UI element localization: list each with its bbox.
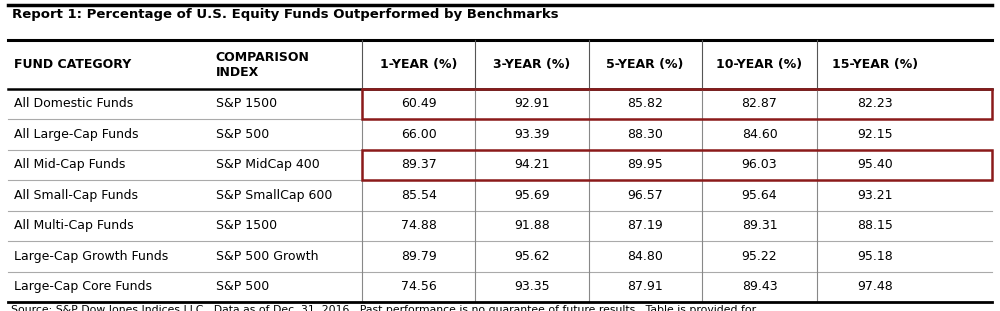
Text: 89.43: 89.43 xyxy=(742,280,777,293)
Text: 84.80: 84.80 xyxy=(627,250,663,263)
Text: 95.64: 95.64 xyxy=(742,189,777,202)
Text: 94.21: 94.21 xyxy=(514,158,550,171)
Text: 74.56: 74.56 xyxy=(401,280,437,293)
Text: 93.35: 93.35 xyxy=(514,280,550,293)
Text: 95.18: 95.18 xyxy=(857,250,893,263)
Text: Large-Cap Core Funds: Large-Cap Core Funds xyxy=(14,280,152,293)
Text: 93.39: 93.39 xyxy=(514,128,550,141)
Text: 93.21: 93.21 xyxy=(857,189,893,202)
Text: All Mid-Cap Funds: All Mid-Cap Funds xyxy=(14,158,125,171)
Text: 87.91: 87.91 xyxy=(627,280,663,293)
Text: All Large-Cap Funds: All Large-Cap Funds xyxy=(14,128,138,141)
Text: 66.00: 66.00 xyxy=(401,128,437,141)
Text: 85.54: 85.54 xyxy=(401,189,437,202)
Text: 89.95: 89.95 xyxy=(627,158,663,171)
Text: Report 1: Percentage of U.S. Equity Funds Outperformed by Benchmarks: Report 1: Percentage of U.S. Equity Fund… xyxy=(12,8,559,21)
Text: 89.79: 89.79 xyxy=(401,250,437,263)
Text: 88.30: 88.30 xyxy=(627,128,663,141)
Text: S&P 1500: S&P 1500 xyxy=(216,219,277,232)
Text: 95.62: 95.62 xyxy=(514,250,550,263)
Text: 89.31: 89.31 xyxy=(742,219,777,232)
Text: 97.48: 97.48 xyxy=(857,280,893,293)
Text: 87.19: 87.19 xyxy=(627,219,663,232)
Text: 96.03: 96.03 xyxy=(742,158,777,171)
Text: 3-YEAR (%): 3-YEAR (%) xyxy=(493,58,571,71)
Text: S&P 500: S&P 500 xyxy=(216,128,269,141)
Text: Large-Cap Growth Funds: Large-Cap Growth Funds xyxy=(14,250,168,263)
Text: 1-YEAR (%): 1-YEAR (%) xyxy=(380,58,458,71)
Text: All Domestic Funds: All Domestic Funds xyxy=(14,97,133,110)
Text: S&P 500 Growth: S&P 500 Growth xyxy=(216,250,318,263)
Text: 10-YEAR (%): 10-YEAR (%) xyxy=(716,58,803,71)
Text: COMPARISON
INDEX: COMPARISON INDEX xyxy=(216,50,309,79)
Text: 96.57: 96.57 xyxy=(627,189,663,202)
Text: 82.87: 82.87 xyxy=(742,97,777,110)
Text: 5-YEAR (%): 5-YEAR (%) xyxy=(606,58,684,71)
Text: 60.49: 60.49 xyxy=(401,97,437,110)
Text: 95.69: 95.69 xyxy=(514,189,550,202)
Text: All Small-Cap Funds: All Small-Cap Funds xyxy=(14,189,138,202)
Text: 84.60: 84.60 xyxy=(742,128,777,141)
Text: 89.37: 89.37 xyxy=(401,158,437,171)
Text: S&P MidCap 400: S&P MidCap 400 xyxy=(216,158,319,171)
Text: 95.40: 95.40 xyxy=(857,158,893,171)
Text: 15-YEAR (%): 15-YEAR (%) xyxy=(832,58,918,71)
Text: Source: S&P Dow Jones Indices LLC.  Data as of Dec. 31, 2016.  Past performance : Source: S&P Dow Jones Indices LLC. Data … xyxy=(11,305,756,311)
Text: S&P 500: S&P 500 xyxy=(216,280,269,293)
Bar xyxy=(362,89,992,119)
Text: S&P SmallCap 600: S&P SmallCap 600 xyxy=(216,189,332,202)
Text: All Multi-Cap Funds: All Multi-Cap Funds xyxy=(14,219,134,232)
Text: 85.82: 85.82 xyxy=(627,97,663,110)
Text: 88.15: 88.15 xyxy=(857,219,893,232)
Text: 92.91: 92.91 xyxy=(514,97,550,110)
Text: FUND CATEGORY: FUND CATEGORY xyxy=(14,58,131,71)
Text: 82.23: 82.23 xyxy=(857,97,893,110)
Bar xyxy=(362,150,992,180)
Text: 92.15: 92.15 xyxy=(857,128,893,141)
Text: 95.22: 95.22 xyxy=(742,250,777,263)
Text: S&P 1500: S&P 1500 xyxy=(216,97,277,110)
Text: 74.88: 74.88 xyxy=(401,219,437,232)
Text: 91.88: 91.88 xyxy=(514,219,550,232)
